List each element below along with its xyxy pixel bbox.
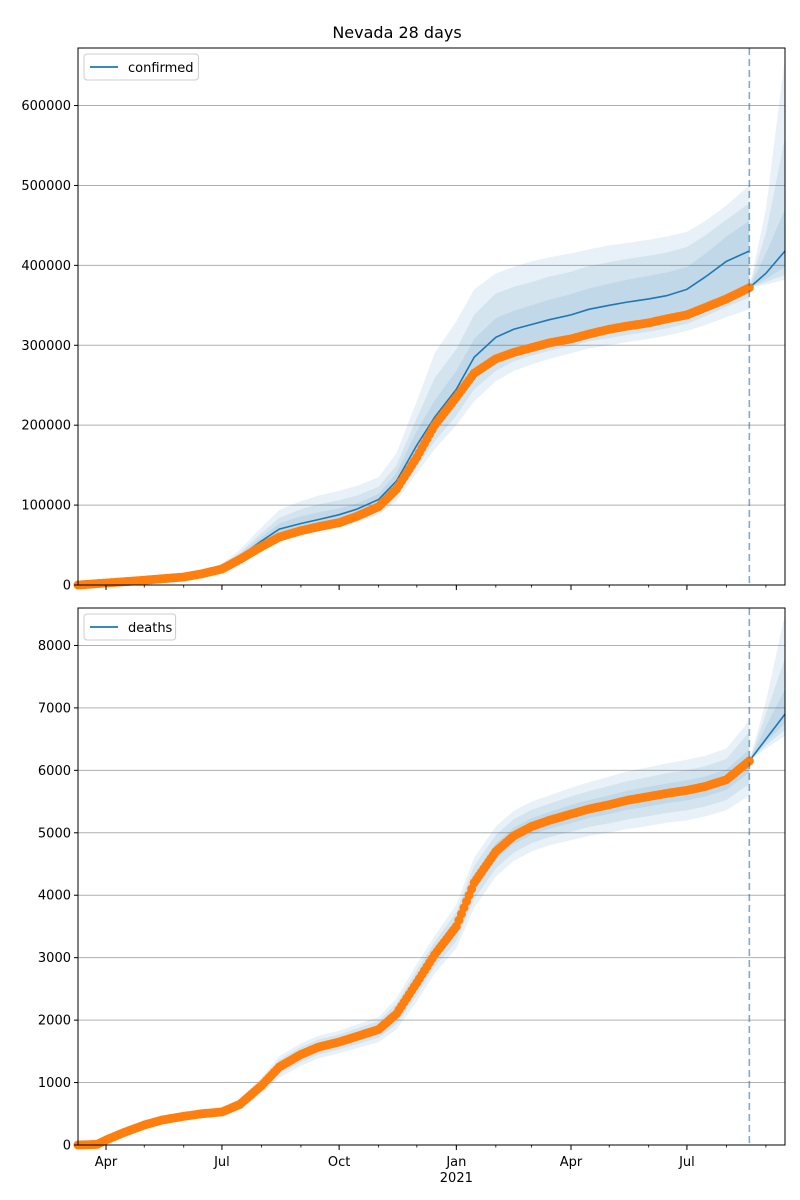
legend-box xyxy=(83,53,199,81)
x-tick-label: Apr xyxy=(560,1155,583,1170)
legend-label: confirmed xyxy=(128,61,194,76)
forecast-band-inner xyxy=(749,209,785,288)
x-tick-label: Jul xyxy=(213,1155,230,1170)
y-tick-label: 400000 xyxy=(21,259,71,274)
forecast-median-line xyxy=(748,713,786,762)
y-tick-label: 500000 xyxy=(21,179,71,194)
confirmed-panel: 0 100000 200000 300000 400000 500000 600000 con… xyxy=(21,47,786,594)
legend-label: deaths xyxy=(128,621,173,636)
data-point xyxy=(744,283,754,293)
forecast-band-outer xyxy=(749,614,785,761)
data-point xyxy=(744,756,754,766)
forecast-band-middle xyxy=(749,137,785,288)
y-tick-label: 3000 xyxy=(38,951,71,966)
y-tick-label: 2000 xyxy=(38,1014,71,1029)
y-tick-label: 6000 xyxy=(38,764,71,779)
observed-points xyxy=(73,756,754,1150)
y-tick-label: 100000 xyxy=(21,499,71,514)
axes-frame xyxy=(77,47,786,586)
model-fit-line xyxy=(77,250,750,586)
figure-title: Nevada 28 days xyxy=(332,23,461,42)
observed-points xyxy=(73,283,754,590)
forecast-median-line xyxy=(748,250,786,289)
forecast-band-outer xyxy=(749,57,785,288)
y-tick-label: 600000 xyxy=(21,99,71,114)
legend: deaths xyxy=(83,613,177,641)
y-tick-label: 200000 xyxy=(21,419,71,434)
legend: confirmed xyxy=(83,53,199,81)
forecast-band-middle xyxy=(749,657,785,761)
confidence-band-middle xyxy=(78,203,750,585)
legend-box xyxy=(83,613,177,641)
confidence-band-middle xyxy=(78,731,750,1145)
y-tick-label: 7000 xyxy=(38,701,71,716)
y-tick-label: 5000 xyxy=(38,826,71,841)
x-tick-label: Apr xyxy=(95,1155,118,1170)
deaths-panel: 0 1000 2000 3000 4000 5000 6000 7000 8000 Apr Jul O… xyxy=(38,607,786,1186)
axes-frame xyxy=(77,607,786,1146)
x-tick-label: Oct xyxy=(328,1155,350,1170)
y-tick-label: 300000 xyxy=(21,339,71,354)
y-tick-label: 0 xyxy=(63,1139,71,1154)
confidence-band-outer xyxy=(78,185,750,586)
y-tick-label: 0 xyxy=(63,579,71,594)
x-tick-label: 2021 xyxy=(440,1171,473,1186)
forecast-band-inner xyxy=(749,689,785,761)
y-tick-label: 1000 xyxy=(38,1076,71,1091)
confidence-band-outer xyxy=(78,720,750,1145)
y-tick-label: 8000 xyxy=(38,639,71,654)
x-tick-label: Jul xyxy=(678,1155,695,1170)
y-tick-label: 4000 xyxy=(38,889,71,904)
x-tick-label: Jan xyxy=(445,1155,466,1170)
